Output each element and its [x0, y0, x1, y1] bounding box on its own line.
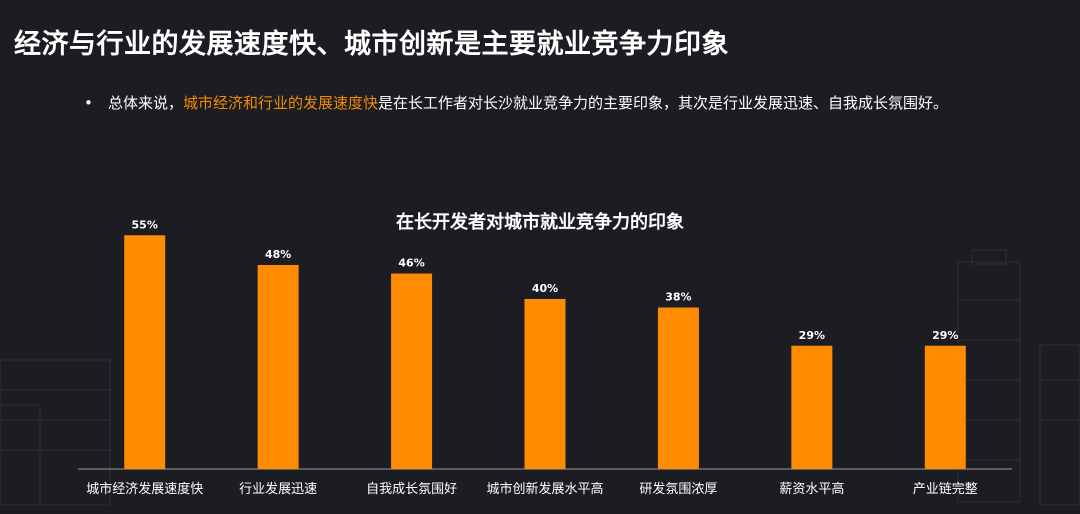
bullet-dot-icon: •	[84, 94, 93, 112]
category-label: 城市经济发展速度快	[86, 481, 203, 497]
bar	[257, 265, 299, 469]
summary-highlight: 城市经济和行业的发展速度快	[183, 94, 379, 112]
bar	[924, 345, 966, 469]
summary-prefix: 总体来说，	[108, 94, 184, 112]
page-title: 经济与行业的发展速度快、城市创新是主要就业竞争力印象	[14, 29, 729, 60]
bar-value-label: 29%	[932, 329, 958, 342]
bar	[124, 235, 166, 469]
category-label: 产业链完整	[913, 482, 978, 497]
category-label: 自我成长氛围好	[366, 482, 457, 497]
bar-value-label: 55%	[132, 218, 158, 231]
bar-value-label: 38%	[665, 291, 691, 304]
bar	[791, 345, 833, 469]
bar-value-label: 48%	[265, 248, 291, 261]
category-label: 城市创新发展水平高	[486, 481, 603, 497]
chart-title: 在长开发者对城市就业竞争力的印象	[396, 212, 684, 233]
summary-suffix: 是在长工作者对长沙就业竞争力的主要印象，其次是行业发展迅速、自我成长氛围好。	[378, 94, 949, 112]
bar	[391, 273, 433, 469]
category-label: 研发氛围浓厚	[639, 481, 717, 497]
bar-value-label: 40%	[532, 282, 558, 295]
bar-value-label: 46%	[398, 257, 424, 270]
bar	[524, 299, 566, 469]
category-label: 行业发展迅速	[239, 481, 317, 497]
bar	[657, 307, 699, 469]
summary-bullet: • 总体来说，城市经济和行业的发展速度快是在长工作者对长沙就业竞争力的主要印象，其…	[84, 92, 948, 113]
category-label: 薪资水平高	[779, 481, 844, 497]
bar-value-label: 29%	[799, 329, 825, 342]
